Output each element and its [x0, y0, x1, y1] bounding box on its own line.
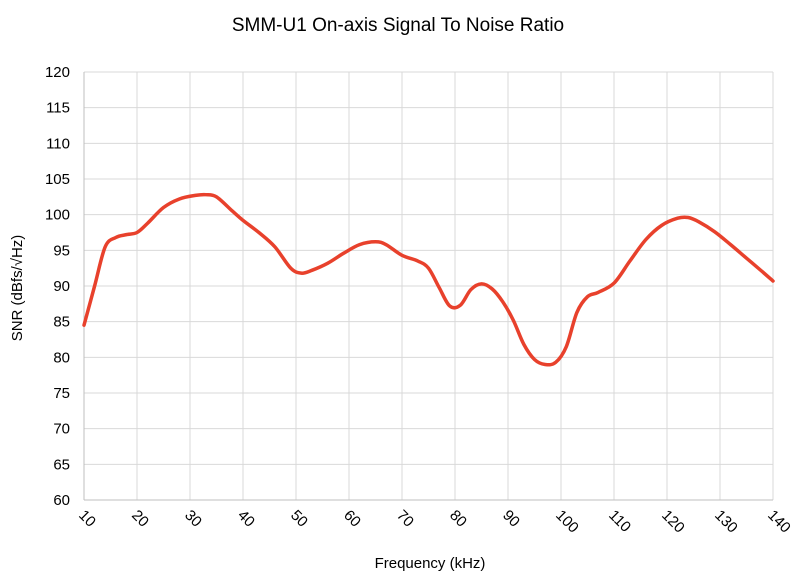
- x-axis-label: Frequency (kHz): [375, 555, 486, 572]
- y-tick-label: 105: [45, 171, 70, 188]
- x-tick-label: 50: [287, 507, 311, 531]
- x-tick-label: 60: [340, 507, 364, 531]
- x-tick-label: 120: [658, 507, 688, 537]
- y-tick-label: 60: [53, 492, 70, 509]
- y-tick-label: 70: [53, 421, 70, 438]
- x-tick-label: 70: [393, 507, 417, 531]
- x-tick-label: 110: [605, 507, 634, 536]
- y-tick-label: 85: [53, 314, 70, 331]
- x-tick-label: 30: [181, 507, 205, 531]
- x-tick-label: 80: [446, 507, 470, 531]
- y-tick-label: 65: [53, 456, 70, 473]
- y-tick-label: 110: [46, 135, 70, 152]
- x-tick-label: 130: [711, 507, 741, 537]
- y-tick-label: 90: [53, 278, 70, 295]
- x-tick-label: 140: [764, 507, 794, 537]
- x-tick-labels: 10 20 30 40 50 60 70 80 90 100 110 120 130 140: [75, 507, 794, 537]
- series-line-snr: [82, 192, 775, 367]
- y-axis-label: SNR (dBfs/√Hz): [9, 235, 26, 342]
- y-tick-label: 115: [46, 100, 70, 117]
- x-tick-label: 20: [128, 507, 152, 531]
- y-tick-label: 120: [45, 64, 70, 81]
- x-tick-label: 10: [75, 507, 99, 531]
- y-tick-labels: 60 65 70 75 80 85 90 95 100 105 110 115 120: [45, 64, 70, 509]
- grid-lines: [83, 71, 774, 501]
- x-tick-label: 40: [234, 507, 258, 531]
- y-tick-label: 100: [45, 207, 70, 224]
- y-tick-label: 80: [53, 349, 70, 366]
- y-tick-label: 75: [53, 385, 70, 402]
- chart-title: SMM-U1 On-axis Signal To Noise Ratio: [232, 15, 564, 36]
- y-tick-label: 95: [53, 242, 70, 259]
- series-lines: [82, 192, 775, 367]
- x-tick-label: 90: [499, 507, 523, 531]
- x-tick-label: 100: [552, 507, 582, 537]
